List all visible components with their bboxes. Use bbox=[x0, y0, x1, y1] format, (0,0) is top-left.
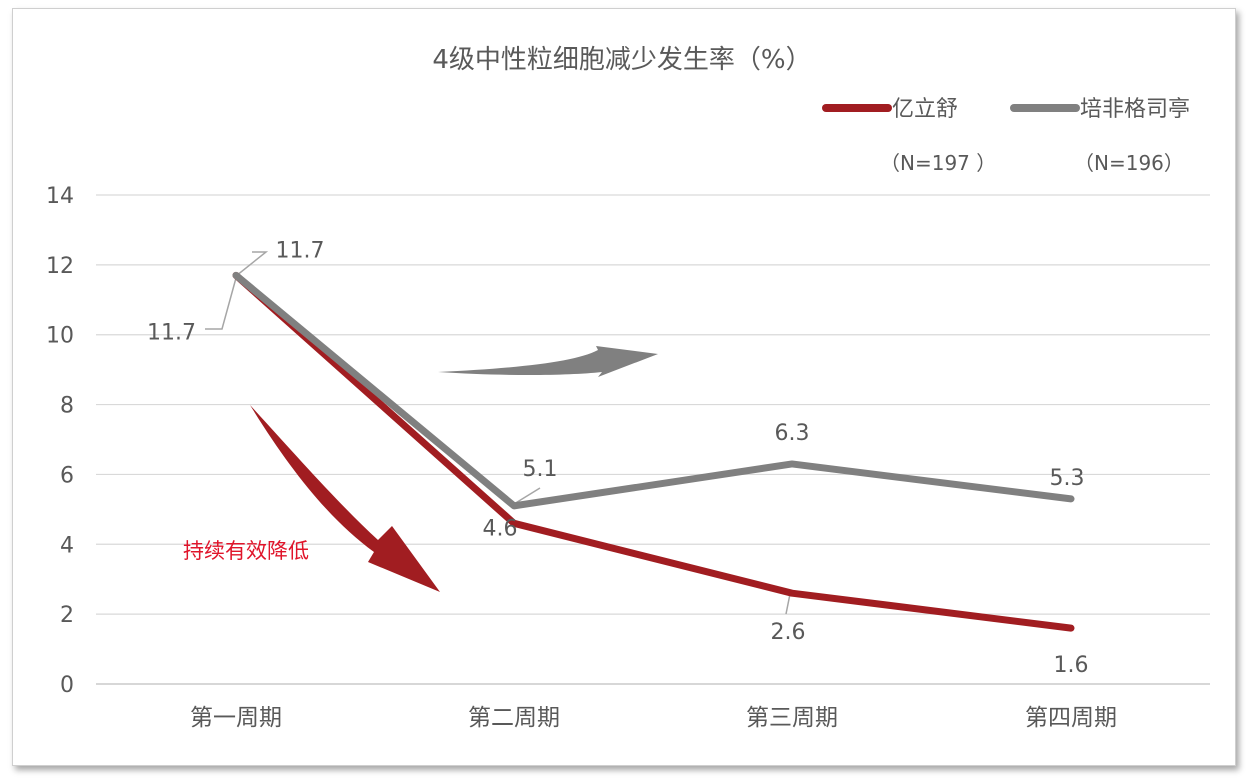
y-tick-label: 6 bbox=[60, 463, 74, 488]
leader-line bbox=[785, 593, 791, 615]
legend-label-series-1: 亿立舒 bbox=[892, 97, 958, 122]
trend-arrow-flat bbox=[438, 346, 658, 377]
series-layer bbox=[232, 271, 1075, 632]
chart-title: 4级中性粒细胞减少发生率（%） bbox=[432, 45, 811, 75]
y-tick-label: 10 bbox=[46, 324, 74, 349]
y-tick-label: 14 bbox=[46, 184, 74, 209]
legend: 亿立舒 （N=197 ） 培非格司亭 （N=196） bbox=[822, 97, 1190, 175]
y-tick-label: 0 bbox=[60, 673, 74, 698]
y-tick-label: 2 bbox=[60, 603, 74, 628]
legend-label-series-2: 培非格司亭 bbox=[1080, 97, 1190, 122]
series-line-2 bbox=[232, 271, 1075, 510]
leader-line bbox=[235, 251, 269, 277]
data-label-series-1: 11.7 bbox=[147, 320, 196, 345]
y-tick-label: 8 bbox=[60, 394, 74, 419]
legend-sample-series-2: （N=196） bbox=[1074, 151, 1184, 175]
legend-sample-series-1: （N=197 ） bbox=[880, 151, 996, 175]
x-axis: 第一周期 第二周期 第三周期 第四周期 bbox=[190, 705, 1117, 731]
x-tick-label: 第四周期 bbox=[1025, 705, 1117, 731]
y-tick-label: 4 bbox=[60, 533, 74, 558]
data-label-series-2: 5.1 bbox=[523, 457, 558, 482]
data-label-series-2: 11.7 bbox=[276, 238, 325, 263]
y-axis: 0 2 4 6 8 10 12 14 bbox=[46, 184, 74, 698]
series-line-1 bbox=[232, 271, 1075, 632]
x-tick-label: 第二周期 bbox=[468, 705, 560, 731]
annotation-sustained-reduction: 持续有效降低 bbox=[183, 539, 309, 563]
data-label-series-2: 5.3 bbox=[1050, 466, 1085, 491]
leader-line bbox=[205, 277, 237, 330]
grid-lines bbox=[96, 194, 1210, 685]
label-leader-lines bbox=[205, 251, 791, 615]
trend-arrow-down bbox=[250, 405, 440, 592]
x-tick-label: 第一周期 bbox=[190, 705, 282, 731]
data-label-series-2: 6.3 bbox=[775, 421, 810, 446]
leader-line bbox=[513, 487, 541, 505]
data-label-series-1: 2.6 bbox=[771, 620, 806, 645]
x-tick-label: 第三周期 bbox=[746, 705, 838, 731]
data-label-series-1: 1.6 bbox=[1054, 653, 1089, 678]
y-tick-label: 12 bbox=[46, 254, 74, 279]
data-label-series-1: 4.6 bbox=[483, 516, 518, 541]
data-labels: 11.7 4.6 2.6 1.6 11.7 5.1 6.3 5.3 bbox=[147, 238, 1088, 678]
chart-frame bbox=[12, 8, 1236, 766]
